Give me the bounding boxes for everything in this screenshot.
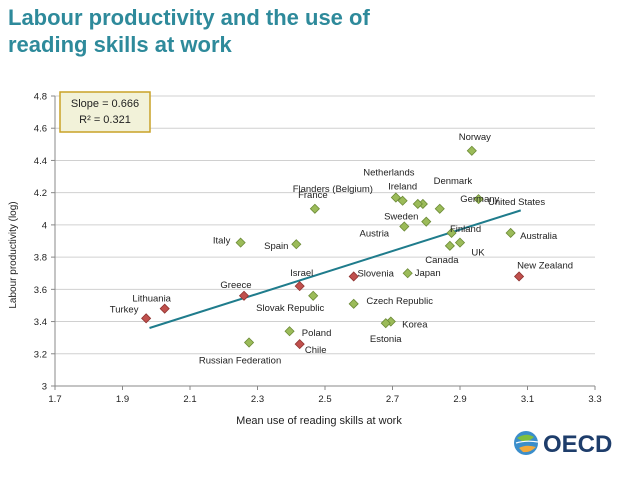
y-tick-label: 4.4 (34, 156, 47, 167)
y-tick-label: 3.4 (34, 317, 47, 328)
point-label: Denmark (434, 176, 473, 187)
point-label: Israel (290, 268, 313, 279)
data-point-finland (446, 227, 457, 239)
y-tick-label: 4.2 (34, 188, 47, 199)
data-point-united-states (473, 194, 484, 205)
slope-text: Slope = 0.666 (71, 98, 139, 110)
r2-text: R² = 0.321 (79, 114, 131, 126)
point-label: Italy (213, 236, 231, 247)
point-label: Estonia (370, 334, 402, 345)
point-label: Finland (450, 224, 481, 235)
point-label: Australia (520, 231, 558, 242)
x-tick-label: 2.3 (251, 394, 264, 405)
data-point-chile (294, 339, 305, 350)
point-label: New Zealand (517, 260, 573, 271)
x-tick-label: 2.9 (453, 394, 466, 405)
data-point-turkey (141, 313, 152, 324)
data-point-france (309, 203, 320, 214)
data-point-austria (399, 221, 410, 232)
title-line-1: Labour productivity and the use of (8, 5, 370, 30)
data-point-poland (284, 326, 295, 337)
point-label: United States (488, 197, 545, 208)
point-label: Slovak Republic (256, 303, 324, 314)
y-tick-label: 3.8 (34, 253, 47, 264)
data-point-slovenia (348, 271, 359, 282)
x-axis-label: Mean use of reading skills at work (236, 415, 402, 427)
data-point-new-zealand (513, 271, 525, 282)
point-label: France (298, 190, 328, 201)
point-label: Spain (264, 241, 288, 252)
x-tick-label: 1.9 (116, 394, 129, 405)
data-point-slovak-republic (308, 290, 319, 301)
point-label: Korea (402, 320, 428, 331)
point-label: Canada (425, 255, 459, 266)
y-tick-label: 3.6 (34, 285, 47, 296)
data-point-sweden (421, 216, 432, 227)
data-point-ireland (397, 195, 408, 206)
y-tick-label: 4 (42, 220, 47, 231)
chart-title: Labour productivity and the use of readi… (8, 4, 428, 58)
data-point-israel (294, 281, 305, 292)
data-point-italy (235, 237, 246, 248)
y-tick-label: 4.6 (34, 124, 47, 135)
point-label: Lithuania (132, 294, 171, 305)
point-label: Flanders (Belgium) (293, 184, 373, 195)
oecd-logo: OECD (514, 431, 612, 458)
data-point-spain (291, 239, 302, 250)
data-point-germany (434, 203, 445, 214)
y-tick-label: 3 (42, 382, 47, 393)
data-point-uk (454, 237, 466, 248)
point-label: Ireland (388, 182, 417, 193)
data-points (141, 145, 525, 350)
point-label: Norway (459, 132, 491, 143)
data-point-russian-federation (243, 337, 255, 348)
point-label: Germany (460, 194, 499, 205)
point-label: Czech Republic (366, 296, 433, 307)
title-line-2: reading skills at work (8, 32, 232, 57)
slope-annotation-box: Slope = 0.666 R² = 0.321 (59, 91, 151, 133)
data-point-czech-republic (348, 298, 359, 309)
point-label: Greece (220, 280, 251, 291)
annotation-box-frame (59, 91, 151, 133)
data-point-canada (444, 240, 455, 251)
x-tick-label: 3.3 (588, 394, 601, 405)
y-tick-labels: 3 3.2 3.4 3.6 3.8 4 4.2 4.4 4.6 4.8 (34, 92, 47, 393)
data-point-japan (402, 268, 413, 279)
y-tick-label: 3.2 (34, 349, 47, 360)
point-label: Turkey (110, 304, 139, 315)
point-label: Slovenia (357, 268, 394, 279)
trendline-group (149, 209, 522, 329)
x-tick-label: 2.1 (183, 394, 196, 405)
x-tick-labels: 1.7 1.9 2.1 2.3 2.5 2.7 2.9 3.1 3.3 (48, 394, 601, 405)
point-label: Austria (360, 229, 390, 240)
trendline (149, 209, 522, 329)
data-point-estonia (380, 318, 391, 329)
point-label: Chile (305, 345, 327, 356)
data-point-netherlands (390, 192, 401, 203)
point-label: Russian Federation (199, 356, 281, 367)
data-point-lithuania (159, 303, 170, 314)
data-point-australia (505, 227, 516, 239)
x-tick-label: 1.7 (48, 394, 61, 405)
point-label: Sweden (384, 212, 418, 223)
y-axis-label: Labour productivity (log) (8, 201, 19, 308)
point-label: Poland (302, 328, 332, 339)
data-point-norway (466, 145, 477, 156)
oecd-globe-icon (514, 431, 539, 455)
oecd-logo-text: OECD (543, 431, 612, 458)
x-tick-label: 2.5 (318, 394, 331, 405)
point-label: UK (471, 248, 485, 259)
point-labels: Norway Ireland Netherlands Denmark GermanyUn… (110, 132, 573, 367)
point-label: Netherlands (363, 168, 414, 179)
point-label: Japan (415, 268, 441, 279)
data-point-flanders-belgium- (412, 198, 423, 210)
data-point-greece (238, 290, 250, 301)
x-tick-label: 2.7 (386, 394, 399, 405)
y-tick-label: 4.8 (34, 92, 47, 103)
x-tick-label: 3.1 (521, 394, 534, 405)
